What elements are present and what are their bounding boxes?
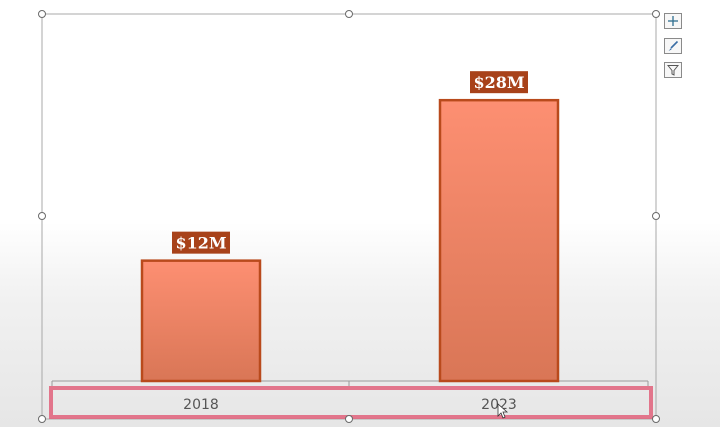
chart-elements-button[interactable]	[664, 13, 682, 29]
resize-handle[interactable]	[345, 10, 353, 18]
resize-handle[interactable]	[38, 212, 46, 220]
chart-frame[interactable]	[41, 13, 657, 420]
data-label-2023[interactable]: $28M	[473, 73, 524, 92]
brush-icon	[668, 40, 679, 51]
mouse-cursor-icon	[497, 403, 509, 419]
filter-icon	[667, 65, 679, 76]
x-tick-label-2018[interactable]: 2018	[183, 397, 219, 413]
axis-selection-box[interactable]	[49, 386, 653, 419]
resize-handle[interactable]	[652, 415, 660, 423]
resize-handle[interactable]	[345, 415, 353, 423]
data-label-box-2023[interactable]	[470, 71, 528, 94]
resize-handle[interactable]	[652, 10, 660, 18]
resize-handle[interactable]	[652, 212, 660, 220]
chart-styles-button[interactable]	[664, 38, 682, 54]
bar-2018[interactable]	[140, 259, 262, 383]
bar-2023[interactable]	[438, 98, 560, 383]
selection-handles	[38, 10, 660, 423]
resize-handle[interactable]	[38, 10, 46, 18]
resize-handle[interactable]	[38, 415, 46, 423]
ticks-layer: 20182023	[183, 397, 517, 413]
labels-layer: $12M $28M	[172, 71, 528, 254]
bars-layer	[140, 98, 560, 383]
data-label-2018[interactable]: $12M	[175, 234, 226, 253]
chart-filters-button[interactable]	[664, 62, 682, 78]
plus-icon	[668, 16, 678, 26]
data-label-box-2018[interactable]	[172, 231, 230, 254]
